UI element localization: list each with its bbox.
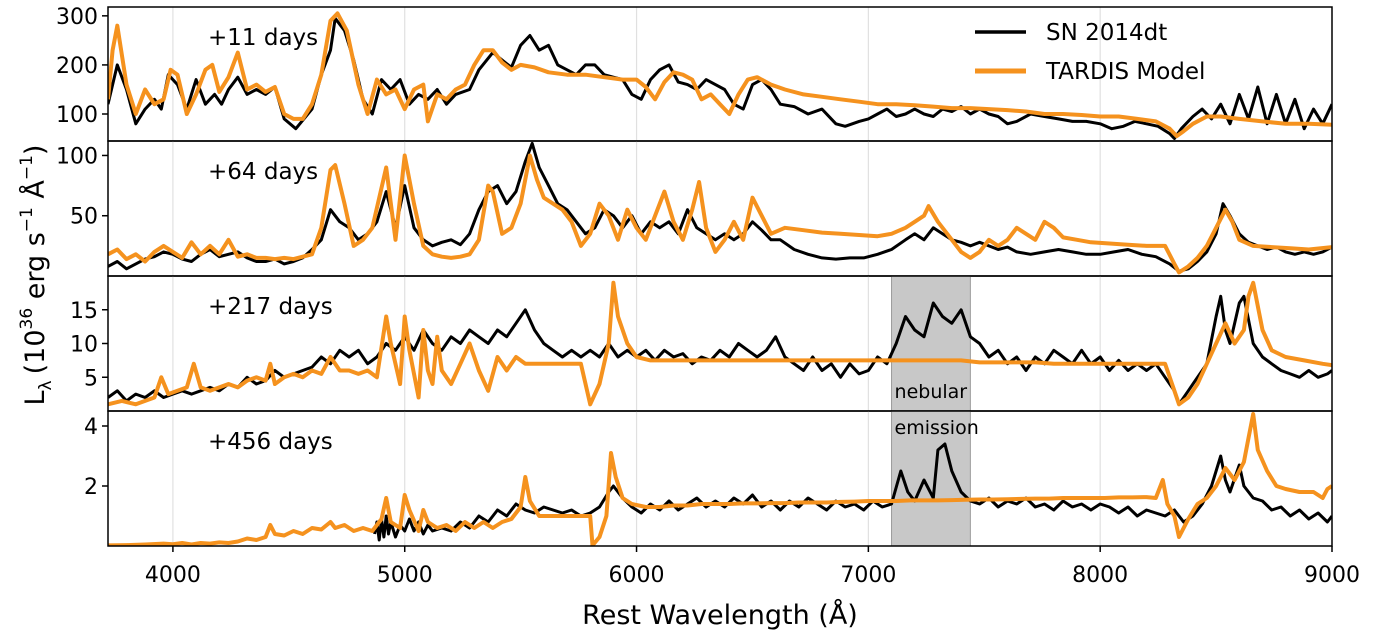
y-tick-label: 100: [56, 103, 98, 128]
panel-3: 5 10 15 +217 days: [70, 275, 1333, 412]
y-axis-title-exp3: −1: [17, 155, 37, 180]
panel-epoch-label: +11 days: [208, 25, 318, 51]
panel-1: 100 200 300 +11 days: [56, 5, 1333, 142]
y-tick-label: 4: [84, 415, 98, 440]
model-spectrum-line: [108, 11, 1332, 139]
observed-spectrum-line: [108, 16, 1332, 140]
model-spectrum-line: [108, 412, 1332, 546]
x-tick-label: 9000: [1304, 563, 1360, 588]
y-axis-title-sub: λ: [36, 380, 56, 390]
y-tick-label: 10: [70, 333, 98, 358]
y-tick-label: 300: [56, 5, 98, 30]
emission-label: emission: [895, 417, 979, 439]
legend: SN 2014dt TARDIS Model: [975, 20, 1205, 85]
y-tick-label: 100: [56, 144, 98, 169]
panels-layer: 100 200 300 +11 days 50 100 +64 days 5 10 15 +217 …: [56, 5, 1333, 547]
nebular-label: nebular: [895, 381, 968, 403]
y-axis-title-rest2: Å: [19, 180, 51, 208]
legend-label: TARDIS Model: [1045, 59, 1205, 85]
x-tick-label: 4000: [145, 563, 201, 588]
y-tick-label: 200: [56, 54, 98, 79]
x-tick-label: 8000: [1072, 563, 1128, 588]
y-tick-label: 15: [70, 299, 98, 324]
panel-epoch-label: +64 days: [208, 159, 318, 185]
panel-frame: [107, 410, 1333, 547]
x-tick-label: 5000: [377, 563, 433, 588]
y-axis-title-exp: 36: [17, 308, 37, 330]
x-tick-label: 6000: [609, 563, 665, 588]
y-axis-title-exp2: −1: [17, 207, 37, 232]
y-tick-label: 50: [70, 205, 98, 230]
y-tick-label: 5: [84, 366, 98, 391]
model-spectrum-line: [108, 280, 1332, 407]
legend-label: SN 2014dt: [1046, 20, 1167, 46]
model-spectrum-line: [108, 153, 1332, 275]
x-axis-title: Rest Wavelength (Å): [582, 599, 858, 631]
y-axis-title-symbol: L: [20, 390, 51, 405]
y-axis-title-rest: erg s: [20, 232, 51, 308]
observed-spectrum-line: [108, 294, 1332, 406]
x-tick-label: 7000: [840, 563, 896, 588]
panel-2: 50 100 +64 days: [56, 140, 1333, 277]
panel-epoch-label: +456 days: [208, 429, 333, 455]
y-axis-title-units: (10: [20, 329, 51, 374]
observed-spectrum-line: [373, 442, 1332, 542]
y-tick-label: 2: [84, 475, 98, 500]
y-axis-title: Lλ(1036 erg s−1 Å−1): [17, 145, 56, 406]
x-axis: 4000 5000 6000 7000 8000 9000: [145, 546, 1360, 588]
y-axis-title-close: ): [20, 145, 51, 156]
panel-4: 2 4 +456 days: [84, 410, 1333, 547]
panel-epoch-label: +217 days: [208, 294, 333, 320]
